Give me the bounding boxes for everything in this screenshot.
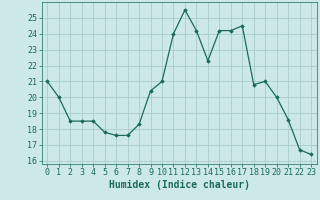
X-axis label: Humidex (Indice chaleur): Humidex (Indice chaleur) bbox=[109, 180, 250, 190]
